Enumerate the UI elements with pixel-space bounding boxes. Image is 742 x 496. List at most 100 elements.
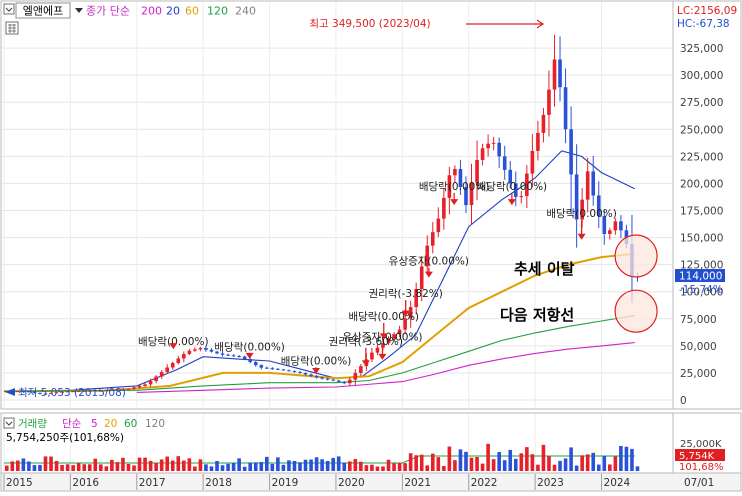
volume-bar: [165, 456, 170, 471]
volume-bar: [198, 459, 203, 471]
dividend-label: 배당락(0.00%): [214, 342, 285, 354]
candle-body: [93, 390, 98, 392]
candle-body: [309, 374, 313, 376]
price-axis-tick: 125,000: [680, 260, 723, 272]
candle-body: [558, 59, 562, 88]
dividend-annotations: 배당락(0.00%) 배당락(0.00%)배당락(0.00%)권리락(-3.60%…: [138, 181, 617, 375]
candle-body: [502, 156, 507, 170]
volume-bar: [525, 447, 529, 471]
dividend-arrow-head: [378, 353, 387, 360]
candle-body: [99, 390, 103, 392]
candle-body: [298, 372, 302, 374]
volume-bar: [608, 464, 612, 471]
candle-body: [265, 367, 269, 369]
ma-period-60: 60: [185, 5, 199, 18]
candle-body: [170, 363, 175, 368]
candle-body: [602, 215, 607, 234]
volume-bar: [21, 458, 26, 471]
ma-period-240: 240: [235, 5, 256, 18]
candle-body: [49, 392, 53, 394]
candle-body: [608, 230, 612, 234]
dividend-label: 배당락(0.00%): [281, 355, 352, 367]
volume-bar: [419, 454, 424, 471]
volume-bar: [270, 463, 275, 471]
candle-body: [414, 289, 418, 308]
date-axis: 2015 2016 2017 2018 2019 2020 2021 2022 2023 2024: [3, 474, 631, 490]
price-axis-tick: 0: [680, 395, 687, 407]
stock-name-box[interactable]: [15, 2, 71, 19]
highlight-circle: [614, 234, 658, 278]
volume-bar: [231, 462, 236, 471]
volume-bar: [182, 460, 186, 471]
volume-bar: [276, 457, 280, 471]
volume-bar: [176, 456, 181, 471]
volume-bar: [552, 464, 557, 471]
volume-bar: [596, 464, 601, 471]
candle-body: [87, 390, 92, 392]
price-axis-tick: 50,000: [680, 341, 717, 353]
candle-body: [132, 387, 136, 389]
candle-body: [613, 221, 618, 231]
candle-body: [574, 174, 579, 220]
price-axis-tick: 275,000: [680, 97, 723, 109]
candle-body: [436, 218, 441, 233]
candle-body: [508, 169, 513, 184]
dividend-arrow-head: [424, 271, 433, 278]
volume-bar: [104, 466, 109, 471]
volume-bar: [137, 457, 142, 471]
candle-body: [536, 132, 540, 151]
hc-label: HC:-67,38: [677, 18, 730, 30]
candle-body: [347, 379, 352, 384]
volume-ma-20: 20: [104, 418, 117, 430]
volume-bar: [65, 464, 70, 471]
candle-body: [392, 334, 396, 339]
candle-body: [458, 168, 463, 188]
volume-bar: [563, 458, 568, 471]
candle-body: [464, 187, 468, 206]
price-panel: [0, 0, 674, 410]
toolbar-dropdown-button[interactable]: [3, 3, 15, 15]
volume-bar: [375, 466, 380, 471]
volume-bar: [403, 463, 407, 471]
candle-body: [530, 150, 535, 174]
volume-bar: [110, 459, 114, 471]
volume-bar: [320, 459, 324, 471]
price-axis-tick: 100,000: [680, 287, 723, 299]
chevron-down-icon: [5, 7, 13, 12]
candle-body: [276, 368, 280, 370]
candle-body: [204, 348, 208, 350]
volume-bar: [635, 466, 640, 471]
date-axis-bar: [0, 472, 742, 492]
candle-body: [486, 143, 490, 149]
volume-bar: [347, 461, 352, 471]
candle-body: [375, 347, 380, 353]
volume-bar: [132, 465, 136, 471]
date-axis-label: 2021: [404, 477, 431, 489]
volume-bar: [226, 463, 230, 471]
volume-dropdown-button[interactable]: [3, 417, 15, 429]
change-percent: -15,74%: [679, 284, 723, 296]
volume-bar: [574, 465, 579, 471]
price-axis: 325,000 300,000 275,000 250,000 225,000 200,0…: [680, 43, 723, 407]
volume-bar: [364, 465, 369, 471]
volume-bars: [4, 443, 640, 471]
candle-body: [253, 362, 258, 366]
volume-bar: [99, 464, 103, 471]
volume-header: 거래량 단순 5 20 60 120 5,754,250주(101,68%): [3, 417, 165, 444]
candle-body: [370, 352, 374, 360]
volume-bar: [619, 445, 623, 471]
volume-bar: [237, 458, 241, 471]
volume-bar: [303, 459, 308, 471]
volume-bar: [381, 466, 385, 471]
dividend-arrow-head: [361, 360, 370, 367]
candle-body: [137, 385, 142, 388]
candle-body: [353, 372, 358, 380]
grid-lines: [2, 2, 672, 472]
volume-title: 거래량: [18, 418, 47, 430]
volume-bar: [336, 456, 341, 471]
ma-line-60: [3, 252, 635, 393]
volume-bar: [253, 462, 258, 471]
dividend-arrow-head: [401, 310, 410, 317]
candle-body: [281, 369, 286, 371]
volume-bar: [4, 465, 9, 471]
